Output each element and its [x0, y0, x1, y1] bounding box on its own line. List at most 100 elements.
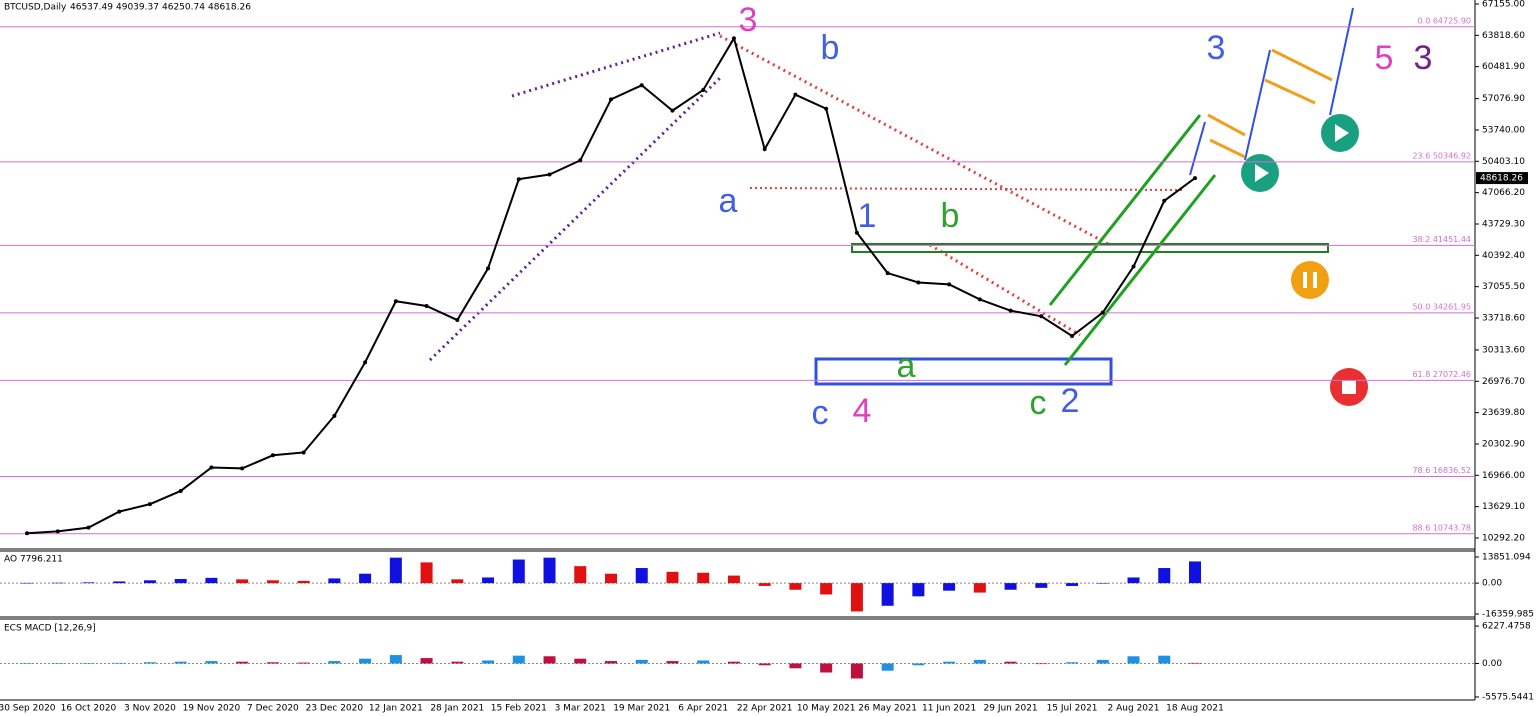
histogram-bar	[574, 566, 587, 584]
histogram-bar	[758, 583, 771, 586]
histogram-bar	[1096, 583, 1109, 584]
price-point	[240, 466, 245, 471]
price-point	[25, 531, 29, 536]
histogram-bar	[236, 579, 249, 584]
histogram-bar	[51, 582, 64, 584]
fib-label: 0.0 64725.90	[1418, 16, 1471, 25]
histogram-bar	[697, 660, 710, 664]
wave-label: 2	[1061, 382, 1080, 420]
histogram-bar	[266, 662, 279, 664]
histogram-bar	[389, 557, 402, 584]
histogram-bar	[574, 658, 587, 664]
price-point	[854, 230, 859, 235]
price-point	[639, 83, 644, 88]
price-point	[977, 297, 982, 302]
price-point	[1100, 310, 1105, 315]
histogram-bar	[113, 662, 126, 664]
price-point	[793, 92, 798, 97]
histogram-bar	[973, 659, 986, 664]
ohlc-value: 46537.49	[70, 3, 113, 13]
histogram-bar	[82, 663, 95, 664]
y-tick-label: 60481.90	[1482, 62, 1525, 72]
wave-label: 3	[1414, 39, 1433, 77]
histogram-bar	[482, 577, 495, 584]
wave-label: a	[719, 182, 738, 220]
y-tick-label: 43729.30	[1482, 219, 1525, 229]
histogram-bar	[174, 661, 187, 664]
histogram-bar	[359, 573, 372, 584]
x-tick-label: 15 Jul 2021	[1047, 704, 1098, 714]
price-point	[455, 318, 460, 323]
histogram-bar	[1189, 561, 1201, 584]
price-point	[670, 108, 675, 113]
symbol: BTCUSD,Daily	[4, 3, 67, 13]
histogram-bar	[1035, 583, 1048, 588]
wave-label: 1	[858, 197, 877, 235]
histogram-bar	[451, 661, 464, 664]
histogram-bar	[1004, 661, 1017, 664]
histogram-bar	[143, 580, 156, 584]
histogram-bar	[236, 661, 249, 664]
price-point	[209, 465, 214, 470]
x-tick-label: 12 Jan 2021	[369, 704, 423, 714]
x-tick-label: 3 Nov 2020	[124, 704, 176, 714]
histogram-bar	[1066, 583, 1079, 586]
price-point	[578, 158, 583, 163]
y-tick-label: 33718.60	[1482, 314, 1525, 324]
histogram-bar	[912, 663, 925, 666]
price-point	[1131, 264, 1136, 269]
histogram-bar	[21, 582, 33, 584]
wave-label: 4	[853, 392, 872, 430]
price-point	[301, 450, 306, 455]
x-tick-label: 19 Mar 2021	[613, 704, 670, 714]
y-tick-label: 20302.90	[1482, 439, 1525, 449]
last-price-tag	[1476, 172, 1528, 185]
histogram-bar	[174, 578, 187, 584]
histogram-bar	[451, 579, 464, 584]
histogram-bar	[1189, 662, 1201, 664]
fib-label: 23.6 50346.92	[1412, 151, 1471, 160]
histogram-bar	[666, 571, 679, 584]
y-tick-label: 57076.90	[1482, 94, 1525, 104]
price-point	[1193, 176, 1197, 181]
histogram-bar	[727, 575, 740, 584]
histogram-bar	[51, 663, 64, 664]
histogram-bar	[789, 663, 802, 669]
last-price: 48618.26	[1480, 174, 1523, 184]
histogram-bar	[943, 583, 956, 591]
y-tick-label: 23639.80	[1482, 408, 1525, 418]
histogram-bar	[605, 573, 617, 584]
histogram-bar	[1004, 583, 1017, 590]
wave-label: b	[941, 197, 960, 235]
histogram-bar	[697, 572, 710, 584]
drawings	[428, 7, 1354, 386]
histogram-bar	[482, 660, 495, 664]
y-tick-label: 67155.00	[1482, 0, 1525, 10]
histogram-bar	[297, 580, 310, 584]
histogram-bar	[328, 578, 341, 584]
histogram-bar	[850, 583, 863, 612]
price-point	[1162, 198, 1167, 203]
y-tick-label: 10292.20	[1482, 533, 1525, 543]
wave-label: c	[812, 394, 829, 432]
histogram-bar	[1096, 659, 1109, 664]
price-point	[55, 529, 60, 534]
y-tick-label: 26976.70	[1482, 377, 1525, 387]
price-point	[332, 413, 337, 418]
histogram-bar	[420, 658, 433, 664]
x-tick-label: 18 Aug 2021	[1166, 704, 1224, 714]
x-tick-label: 30 Sep 2020	[0, 704, 56, 714]
price-point	[117, 509, 122, 514]
price-point	[947, 282, 952, 287]
frame	[0, 0, 1476, 701]
histogram-bar	[850, 663, 863, 679]
histogram-bar	[635, 659, 648, 664]
histogram-bar	[512, 559, 525, 584]
y-tick-label: 37055.50	[1482, 282, 1525, 292]
histogram-bar	[1035, 663, 1048, 665]
x-tick-label: 15 Feb 2021	[491, 704, 547, 714]
price-point	[147, 502, 152, 507]
x-tick-label: 29 Jun 2021	[984, 704, 1038, 714]
x-tick-label: 11 Jun 2021	[922, 704, 976, 714]
